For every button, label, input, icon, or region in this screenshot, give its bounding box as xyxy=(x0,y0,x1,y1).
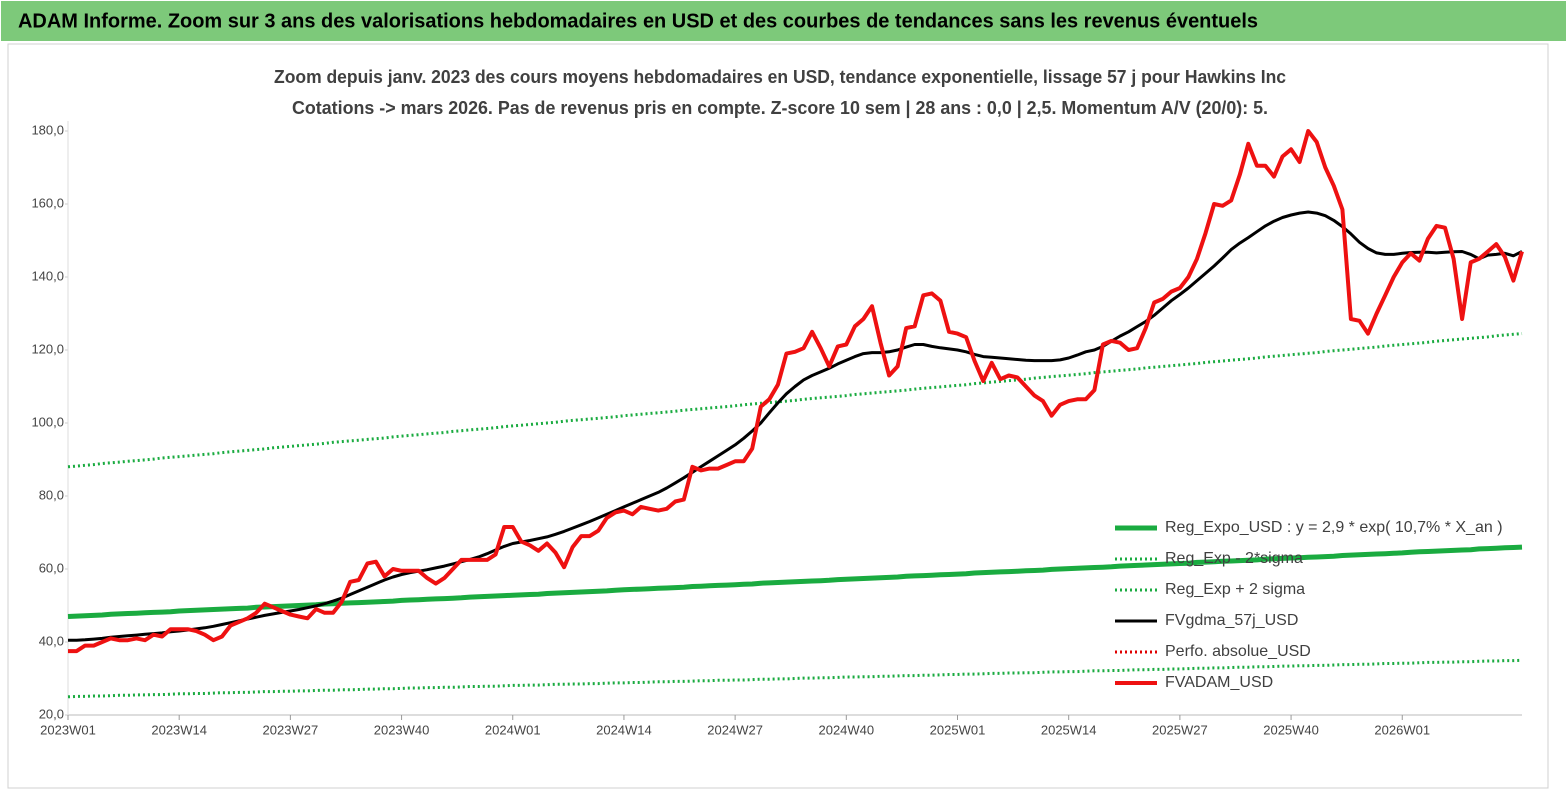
y-tick-label: 100,0 xyxy=(31,414,64,429)
x-tick-label: 2024W01 xyxy=(485,722,541,737)
legend-label: Reg_Expo_USD : y = 2,9 * exp( 10,7% * X_… xyxy=(1165,519,1503,536)
x-tick-label: 2026W01 xyxy=(1374,722,1430,737)
x-tick-label: 2024W40 xyxy=(818,722,874,737)
series-line xyxy=(68,129,1524,654)
header: ADAM Informe. Zoom sur 3 ans des valoris… xyxy=(18,10,1258,32)
x-tick-label: 2025W27 xyxy=(1152,722,1208,737)
header-band xyxy=(1,1,1566,41)
y-tick-label: 20,0 xyxy=(39,706,64,721)
x-tick-label: 2025W01 xyxy=(930,722,986,737)
series-line xyxy=(68,210,1523,642)
chart-subtitle: Cotations -> mars 2026. Pas de revenus p… xyxy=(292,98,1268,118)
chart-frame xyxy=(7,43,1549,789)
legend-label: Reg_Exp - 2*sigma xyxy=(1165,550,1303,567)
x-tick-label: 2023W27 xyxy=(263,722,319,737)
series-line xyxy=(67,332,1523,469)
y-tick-label: 160,0 xyxy=(31,195,64,210)
y-tick-label: 140,0 xyxy=(31,268,64,283)
x-tick-label: 2024W14 xyxy=(596,722,652,737)
chart-title: Zoom depuis janv. 2023 des cours moyens … xyxy=(274,67,1286,87)
y-tick-label: 60,0 xyxy=(39,560,64,575)
x-tick-label: 2023W40 xyxy=(374,722,430,737)
y-tick-label: 180,0 xyxy=(31,122,64,137)
y-tick-label: 40,0 xyxy=(39,633,64,648)
y-tick-label: 120,0 xyxy=(31,341,64,356)
x-tick-label: 2024W27 xyxy=(707,722,763,737)
y-tick-label: 80,0 xyxy=(39,487,64,502)
x-tick-label: 2023W01 xyxy=(40,722,96,737)
x-tick-label: 2023W14 xyxy=(151,722,207,737)
series-line xyxy=(67,544,1523,619)
legend-label: FVgdma_57j_USD xyxy=(1165,612,1298,629)
legend-label: FVADAM_USD xyxy=(1165,674,1273,691)
legend-label: Reg_Exp + 2 sigma xyxy=(1165,581,1305,598)
x-tick-label: 2025W14 xyxy=(1041,722,1097,737)
x-tick-label: 2025W40 xyxy=(1263,722,1319,737)
legend-label: Perfo. absolue_USD xyxy=(1165,643,1311,660)
